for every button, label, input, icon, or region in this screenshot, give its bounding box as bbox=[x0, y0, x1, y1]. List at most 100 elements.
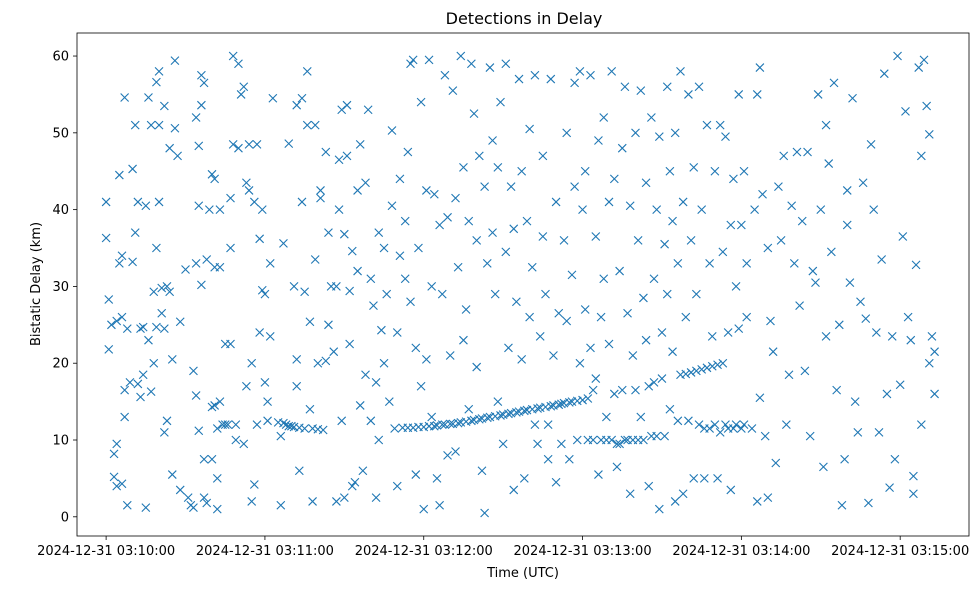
data-point bbox=[400, 274, 410, 284]
marker-stroke bbox=[273, 417, 283, 427]
data-point bbox=[713, 360, 722, 370]
marker-stroke bbox=[784, 370, 794, 380]
marker-stroke bbox=[194, 201, 204, 211]
data-point bbox=[858, 178, 868, 188]
data-point bbox=[824, 159, 834, 168]
data-point bbox=[631, 385, 640, 395]
data-point bbox=[276, 431, 286, 441]
data-point bbox=[109, 449, 119, 459]
marker-stroke bbox=[514, 74, 524, 84]
data-point bbox=[249, 197, 259, 207]
data-point bbox=[318, 425, 328, 435]
data-point bbox=[374, 435, 384, 445]
marker-stroke bbox=[437, 420, 447, 430]
marker-stroke bbox=[530, 420, 540, 430]
marker-stroke bbox=[215, 397, 225, 406]
data-point bbox=[641, 335, 651, 345]
marker-stroke bbox=[578, 395, 587, 405]
data-point bbox=[146, 120, 156, 130]
data-point bbox=[615, 439, 625, 449]
marker-stroke bbox=[509, 224, 519, 234]
data-point bbox=[898, 232, 908, 241]
marker-stroke bbox=[660, 431, 669, 441]
marker-stroke bbox=[310, 255, 320, 264]
data-point bbox=[202, 498, 212, 508]
marker-stroke bbox=[130, 120, 140, 130]
marker-stroke bbox=[427, 412, 437, 422]
data-point bbox=[191, 258, 201, 268]
data-point bbox=[705, 424, 714, 433]
marker-stroke bbox=[411, 470, 421, 479]
data-point bbox=[856, 297, 865, 307]
marker-stroke bbox=[345, 339, 355, 349]
marker-stroke bbox=[138, 370, 148, 380]
marker-stroke bbox=[324, 320, 333, 330]
data-point bbox=[347, 481, 357, 491]
data-point bbox=[702, 120, 712, 130]
data-point bbox=[509, 224, 519, 234]
data-point bbox=[141, 201, 151, 211]
marker-stroke bbox=[339, 493, 349, 502]
marker-stroke bbox=[191, 391, 201, 400]
marker-stroke bbox=[509, 485, 519, 495]
marker-stroke bbox=[572, 435, 582, 445]
data-point bbox=[133, 379, 143, 389]
data-point bbox=[535, 331, 545, 341]
data-point bbox=[578, 395, 587, 405]
data-point bbox=[766, 316, 775, 326]
data-point bbox=[191, 391, 201, 400]
data-point bbox=[207, 169, 217, 179]
data-point bbox=[617, 143, 627, 153]
data-point bbox=[657, 374, 667, 383]
data-point bbox=[152, 322, 161, 332]
data-point bbox=[665, 404, 675, 414]
marker-stroke bbox=[379, 243, 389, 253]
marker-stroke bbox=[673, 258, 683, 268]
marker-stroke bbox=[395, 174, 405, 184]
data-point bbox=[234, 59, 243, 69]
data-point bbox=[361, 370, 370, 380]
data-point bbox=[636, 86, 646, 95]
data-point bbox=[787, 201, 797, 211]
marker-stroke bbox=[416, 97, 426, 107]
data-point bbox=[797, 216, 807, 226]
marker-stroke bbox=[173, 151, 182, 161]
marker-stroke bbox=[234, 59, 243, 69]
marker-stroke bbox=[694, 82, 704, 92]
data-point bbox=[609, 174, 619, 184]
marker-stroke bbox=[313, 424, 323, 434]
marker-stroke bbox=[453, 262, 463, 272]
data-point bbox=[451, 447, 460, 456]
marker-stroke bbox=[615, 439, 625, 449]
data-point bbox=[165, 287, 175, 297]
data-point bbox=[117, 251, 127, 261]
marker-stroke bbox=[472, 235, 482, 245]
data-point bbox=[848, 93, 857, 103]
data-point bbox=[543, 420, 553, 430]
marker-stroke bbox=[464, 216, 474, 226]
marker-stroke bbox=[226, 193, 235, 203]
marker-stroke bbox=[697, 364, 707, 374]
data-point bbox=[549, 351, 558, 360]
marker-stroke bbox=[781, 420, 791, 430]
data-point bbox=[149, 358, 159, 368]
marker-stroke bbox=[893, 51, 902, 61]
marker-stroke bbox=[223, 420, 233, 430]
marker-stroke bbox=[247, 497, 257, 506]
marker-stroke bbox=[337, 416, 347, 426]
chart-title: Detections in Delay bbox=[446, 9, 603, 28]
data-point bbox=[607, 67, 617, 76]
data-point bbox=[805, 431, 815, 441]
marker-stroke bbox=[533, 404, 542, 413]
marker-stroke bbox=[109, 472, 119, 482]
data-point bbox=[803, 147, 812, 157]
data-point bbox=[660, 431, 669, 441]
data-point bbox=[842, 220, 852, 230]
marker-stroke bbox=[800, 366, 810, 376]
data-point bbox=[133, 197, 143, 207]
data-point bbox=[332, 497, 341, 506]
marker-stroke bbox=[284, 139, 294, 148]
marker-stroke bbox=[477, 466, 487, 476]
marker-stroke bbox=[276, 500, 286, 510]
marker-stroke bbox=[183, 493, 193, 502]
